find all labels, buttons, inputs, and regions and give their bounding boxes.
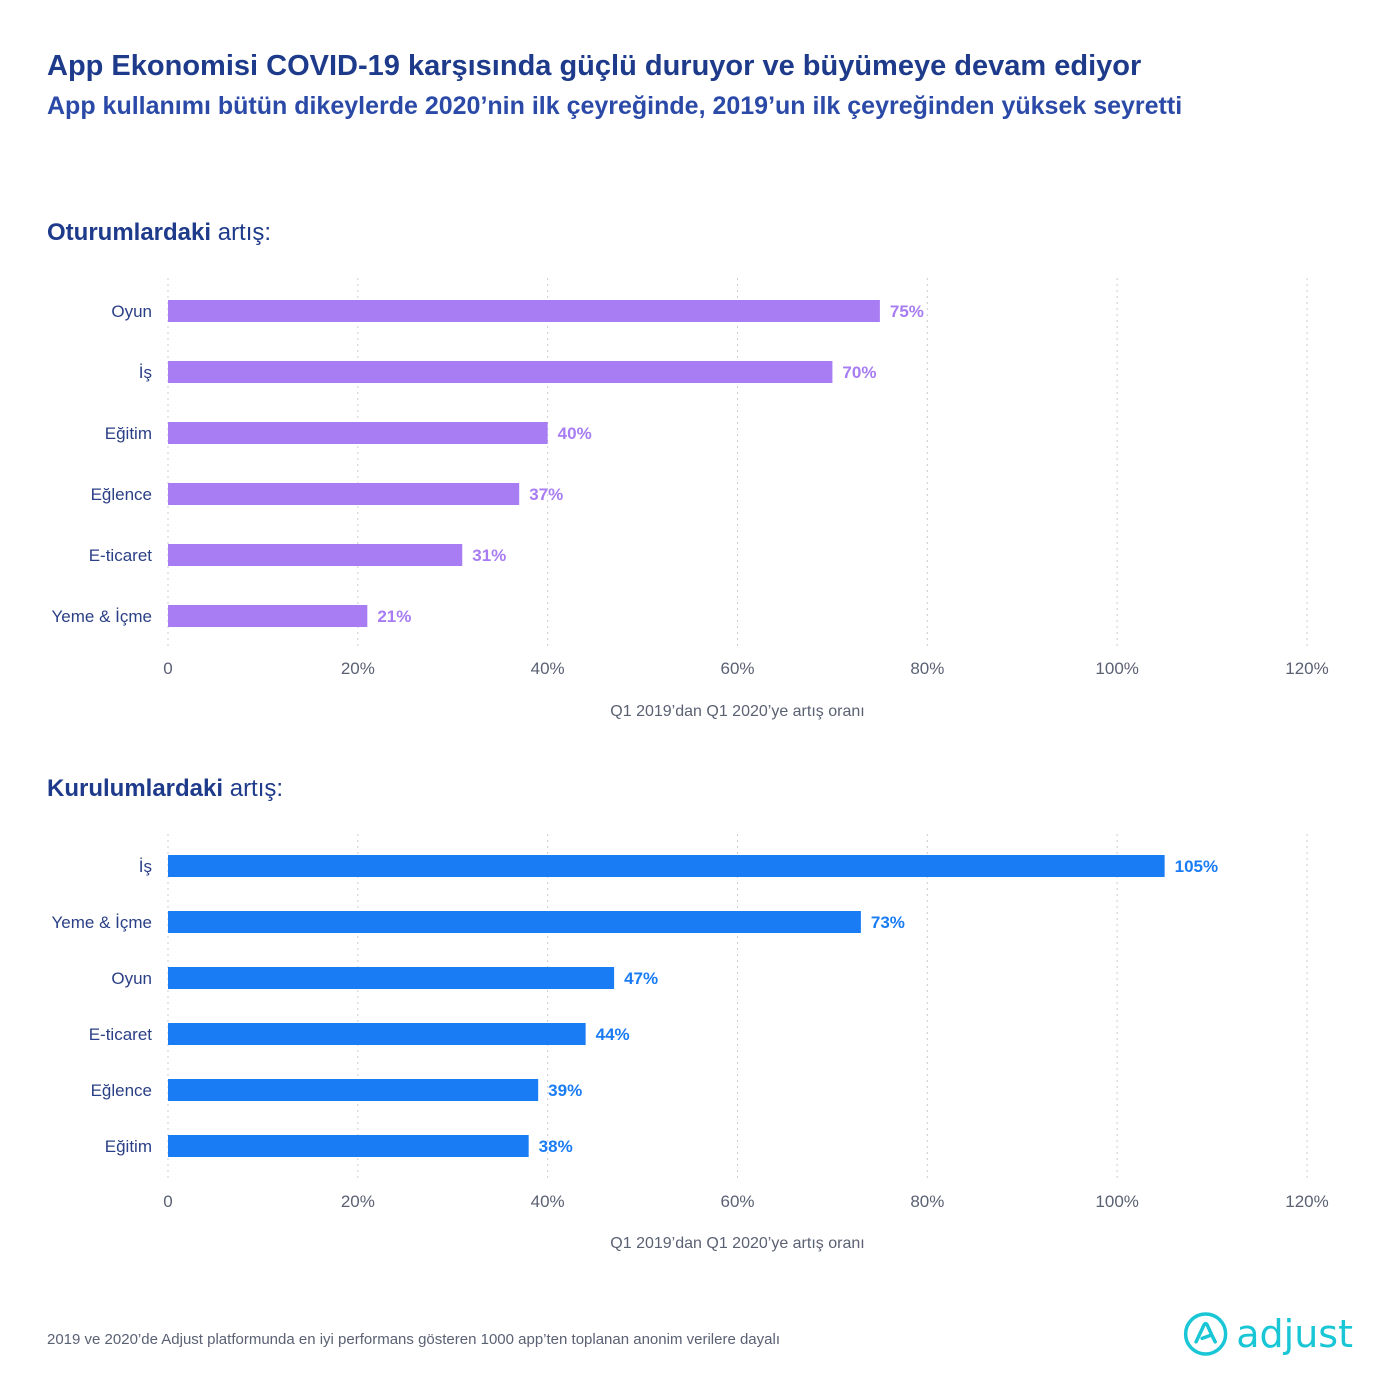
bar <box>168 911 861 933</box>
sessions-chart-title-bold: Oturumlardaki <box>47 219 212 246</box>
bar <box>168 1135 529 1157</box>
value-label: 40% <box>558 424 592 443</box>
bar <box>168 605 368 627</box>
category-label: Oyun <box>111 969 152 988</box>
x-tick-label: 60% <box>720 1192 754 1211</box>
sessions-bar-chart: 0 20% 40% 60% 80% 100% 120% Q1 2019’dan Q1 2020… <box>52 278 1329 720</box>
bar <box>168 1023 586 1045</box>
bar <box>168 422 548 444</box>
category-label: Oyun <box>111 302 152 321</box>
x-tick-label: 60% <box>720 659 754 678</box>
x-tick-label: 80% <box>910 1192 944 1211</box>
bar <box>168 855 1165 877</box>
x-tick-label: 0 <box>163 659 172 678</box>
category-label: Eğlence <box>91 485 152 504</box>
x-tick-label: 120% <box>1285 1192 1328 1211</box>
x-axis-label: Q1 2019’dan Q1 2020’ye artış oranı <box>610 1235 864 1252</box>
footer-note: 2019 ve 2020’de Adjust platformunda en i… <box>47 1331 780 1348</box>
installs-chart-title-rest: artış: <box>223 775 284 802</box>
value-label: 47% <box>624 969 658 988</box>
value-label: 73% <box>871 913 905 932</box>
x-axis-label: Q1 2019’dan Q1 2020’ye artış oranı <box>610 703 864 720</box>
value-label: 38% <box>539 1137 573 1156</box>
category-label: E-ticaret <box>89 546 153 565</box>
value-label: 21% <box>377 607 411 626</box>
page-title: App Ekonomisi COVID-19 karşısında güçlü … <box>47 50 1142 82</box>
x-tick-label: 20% <box>341 659 375 678</box>
bar <box>168 544 463 566</box>
page-subtitle: App kullanımı bütün dikeylerde 2020’nin … <box>47 92 1183 120</box>
bar <box>168 967 615 989</box>
installs-chart-title: Kurulumlardaki artış: <box>47 775 283 803</box>
x-tick-label: 0 <box>163 1192 172 1211</box>
x-tick-label: 20% <box>341 1192 375 1211</box>
category-label: E-ticaret <box>89 1025 153 1044</box>
x-tick-label: 100% <box>1095 659 1138 678</box>
sessions-chart-title-rest: artış: <box>211 219 272 246</box>
value-label: 75% <box>890 302 924 321</box>
category-label: Eğitim <box>105 424 152 443</box>
installs-bar-chart: 0 20% 40% 60% 80% 100% 120% Q1 2019’dan Q1 2020… <box>52 834 1329 1252</box>
x-tick-label: 40% <box>531 659 565 678</box>
value-label: 31% <box>472 546 506 565</box>
value-label: 105% <box>1175 857 1218 876</box>
category-label: Eğitim <box>105 1137 152 1156</box>
value-label: 37% <box>529 485 563 504</box>
category-label: Yeme & İçme <box>52 913 152 932</box>
adjust-logo-icon <box>1183 1312 1228 1356</box>
bar <box>168 361 833 383</box>
value-label: 70% <box>842 363 876 382</box>
value-label: 44% <box>596 1025 630 1044</box>
bar <box>168 300 880 322</box>
adjust-logo: adjust <box>1183 1306 1353 1362</box>
category-label: İş <box>139 857 152 876</box>
category-label: Eğlence <box>91 1081 152 1100</box>
bar <box>168 483 520 505</box>
installs-chart-title-bold: Kurulumlardaki <box>47 775 224 802</box>
bar <box>168 1079 539 1101</box>
x-tick-label: 120% <box>1285 659 1328 678</box>
x-tick-label: 80% <box>910 659 944 678</box>
sessions-chart-title: Oturumlardaki artış: <box>47 219 271 247</box>
value-label: 39% <box>548 1081 582 1100</box>
adjust-logo-wordmark: adjust <box>1236 1312 1353 1356</box>
x-tick-label: 40% <box>531 1192 565 1211</box>
x-tick-label: 100% <box>1095 1192 1138 1211</box>
category-label: İş <box>139 363 152 382</box>
category-label: Yeme & İçme <box>52 607 152 626</box>
